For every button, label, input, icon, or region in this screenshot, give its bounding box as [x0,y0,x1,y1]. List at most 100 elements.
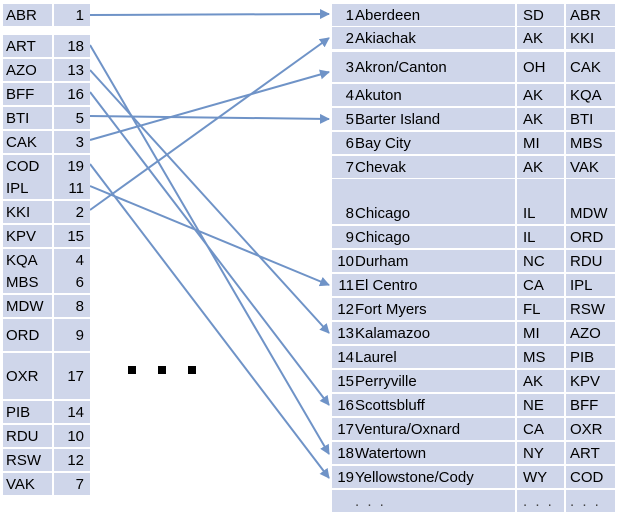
right-code-cell: ABR [566,4,615,26]
ellipsis-cell: . . . [355,490,515,512]
right-city-cell: Ventura/Oxnard [355,418,515,440]
arrow-cod-to-19 [89,163,330,479]
right-city-cell: Chicago [355,226,515,248]
right-code-cell: AZO [566,322,615,344]
right-code-cell: COD [566,466,615,488]
right-state-cell: CA [517,418,564,440]
left-index-cell: 6 [54,271,90,293]
right-city-cell: Aberdeen [355,4,515,26]
left-index-cell: 14 [54,401,90,423]
right-city-cell: Bay City [355,132,515,154]
left-index-cell: 15 [54,225,90,247]
left-index-cell: 5 [54,107,90,129]
right-code-cell: BTI [566,108,615,130]
arrow-cak-to-3 [89,69,330,141]
right-state-cell: SD [517,4,564,26]
left-code-cell: IPL [3,177,52,199]
ellipsis-cell: . . . [566,490,615,512]
right-city-cell: Laurel [355,346,515,368]
arrow-bti-to-5 [89,113,330,124]
right-index-cell: 15 [332,370,355,392]
left-code-cell: AZO [3,59,52,81]
right-state-cell: MS [517,346,564,368]
right-index-cell: 7 [332,156,355,178]
right-code-cell: BFF [566,394,615,416]
left-code-cell: ABR [3,4,52,26]
left-code-cell: MDW [3,295,52,317]
dot [188,366,196,374]
right-state-cell: NC [517,250,564,272]
arrow-bff-to-16 [89,91,330,406]
left-code-cell: ORD [3,319,52,351]
left-index-cell: 7 [54,473,90,495]
right-state-cell: MI [517,132,564,154]
right-city-cell: El Centro [355,274,515,296]
right-state-cell: AK [517,27,564,49]
right-city-cell: Barter Island [355,108,515,130]
right-city-cell: Akiachak [355,27,515,49]
right-state-cell: AK [517,108,564,130]
left-index-cell: 4 [54,249,90,271]
ellipsis-cell [332,490,355,512]
right-state-cell: FL [517,298,564,320]
right-code-cell: KPV [566,370,615,392]
right-city-cell: Watertown [355,442,515,464]
right-state-cell: AK [517,156,564,178]
right-code-cell: ART [566,442,615,464]
right-code-cell: OXR [566,418,615,440]
right-code-cell: VAK [566,156,615,178]
arrow-azo-to-13 [89,69,330,334]
right-city-cell: Akuton [355,84,515,106]
right-city-cell: Akron/Canton [355,52,515,82]
left-index-cell: 8 [54,295,90,317]
right-state-cell: NY [517,442,564,464]
left-code-cell: CAK [3,131,52,153]
right-code-cell: RDU [566,250,615,272]
dot [158,366,166,374]
right-city-cell: Durham [355,250,515,272]
right-code-cell: MBS [566,132,615,154]
right-index-cell: 2 [332,27,355,49]
right-code-cell: PIB [566,346,615,368]
right-index-cell: 4 [332,84,355,106]
right-code-cell: CAK [566,52,615,82]
right-state-cell: CA [517,274,564,296]
right-state-cell: NE [517,394,564,416]
left-code-cell: RDU [3,425,52,447]
left-code-cell: COD [3,155,52,177]
right-state-cell: OH [517,52,564,82]
right-code-cell: IPL [566,274,615,296]
left-code-cell: MBS [3,271,52,293]
right-state-cell: AK [517,84,564,106]
right-code-cell: RSW [566,298,615,320]
left-code-cell: KQA [3,249,52,271]
left-code-cell: ART [3,35,52,57]
right-index-cell: 19 [332,466,355,488]
right-index-cell: 9 [332,226,355,248]
left-index-cell: 2 [54,201,90,223]
left-code-cell: VAK [3,473,52,495]
right-index-cell: 11 [332,274,355,296]
left-index-cell: 11 [54,177,90,199]
left-index-cell: 17 [54,353,90,399]
right-index-cell: 17 [332,418,355,440]
right-code-cell: KKI [566,27,615,49]
right-city-cell: Perryville [355,370,515,392]
left-code-cell: KKI [3,201,52,223]
left-index-cell: 12 [54,449,90,471]
right-state-cell: IL [517,179,564,224]
left-index-cell: 1 [54,4,90,26]
ellipsis-cell: . . . [517,490,564,512]
ellipsis-dots [128,366,196,374]
right-city-cell: Fort Myers [355,298,515,320]
right-index-cell: 16 [332,394,355,416]
left-index-cell: 10 [54,425,90,447]
left-code-cell: BFF [3,83,52,105]
arrow-ipl-to-11 [89,185,330,287]
dot [128,366,136,374]
left-index-cell: 16 [54,83,90,105]
left-index-cell: 18 [54,35,90,57]
left-index-cell: 9 [54,319,90,351]
right-state-cell: AK [517,370,564,392]
